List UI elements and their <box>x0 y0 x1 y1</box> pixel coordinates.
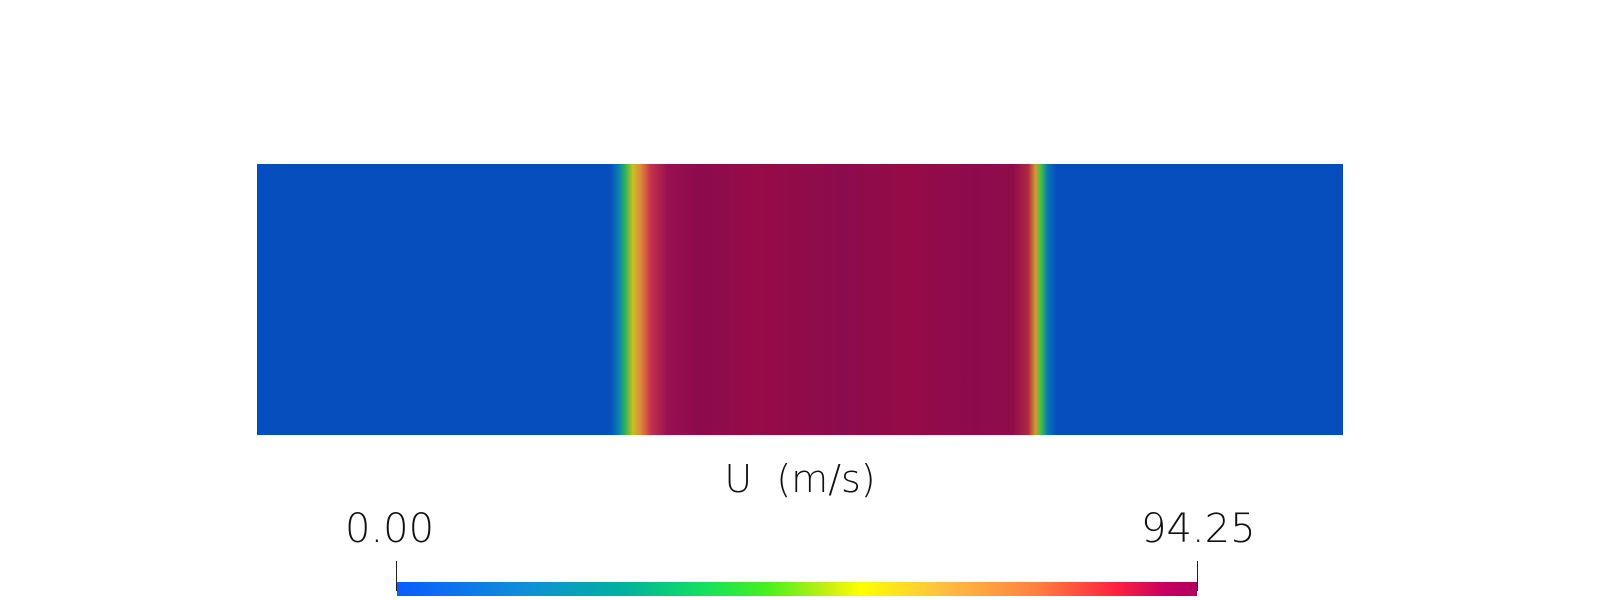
colorbar-max-label: 94.25 <box>1141 506 1256 552</box>
colorbar-title: U (m/s) <box>724 457 876 501</box>
colorbar-max-tick <box>1197 561 1198 591</box>
colorbar <box>397 582 1197 596</box>
colorbar-min-tick <box>396 561 397 591</box>
velocity-field-plot <box>257 164 1343 435</box>
colorbar-min-label: 0.00 <box>345 506 435 552</box>
